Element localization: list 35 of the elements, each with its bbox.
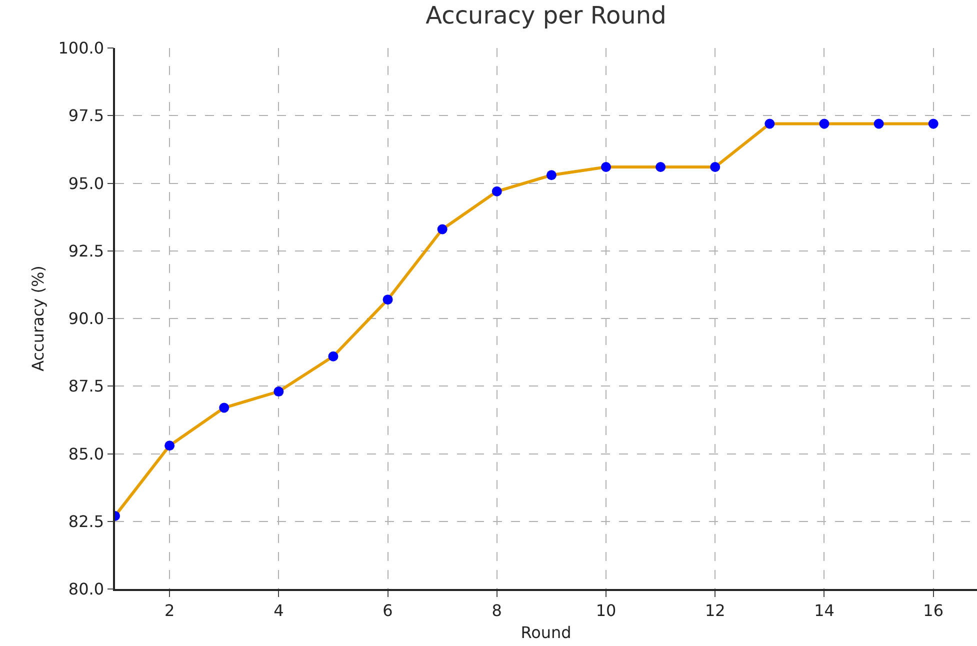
point (874, 118, 884, 129)
point (546, 170, 556, 180)
chart-title: Accuracy per Round (426, 1, 666, 30)
y-tick-label: 87.5 (68, 376, 104, 396)
x-tick-label: 6 (382, 600, 393, 620)
x-tick-label: 16 (923, 600, 944, 620)
x-tick-label: 12 (704, 600, 726, 620)
point (274, 386, 284, 397)
point (601, 162, 612, 172)
x-tick-label: 10 (596, 600, 616, 620)
y-axis-title: Accuracy (%) (28, 266, 48, 372)
point (764, 118, 775, 129)
x-tick-label: 8 (492, 600, 502, 620)
x-axis-title: Round (520, 623, 572, 642)
y-tick-label: 97.5 (68, 106, 104, 126)
y-tick-label: 92.5 (68, 241, 104, 260)
x-tick-label: 14 (814, 600, 834, 620)
x-tick-label: 4 (274, 600, 284, 620)
x-tick-label: 2 (164, 600, 175, 620)
y-tick-label: 82.5 (68, 512, 104, 531)
point (437, 224, 448, 234)
point (164, 440, 175, 451)
point (819, 118, 830, 129)
y-tick-label: 100.0 (58, 38, 104, 58)
point (656, 162, 666, 172)
point (492, 186, 502, 196)
point (219, 402, 230, 413)
y-tick-label: 85.0 (68, 444, 104, 464)
y-tick-label: 95.0 (68, 174, 104, 193)
point (328, 351, 338, 362)
y-tick-label: 80.0 (68, 580, 104, 599)
point (382, 294, 393, 305)
y-tick-label: 90.0 (68, 309, 104, 328)
point (928, 118, 938, 129)
point (710, 162, 720, 172)
